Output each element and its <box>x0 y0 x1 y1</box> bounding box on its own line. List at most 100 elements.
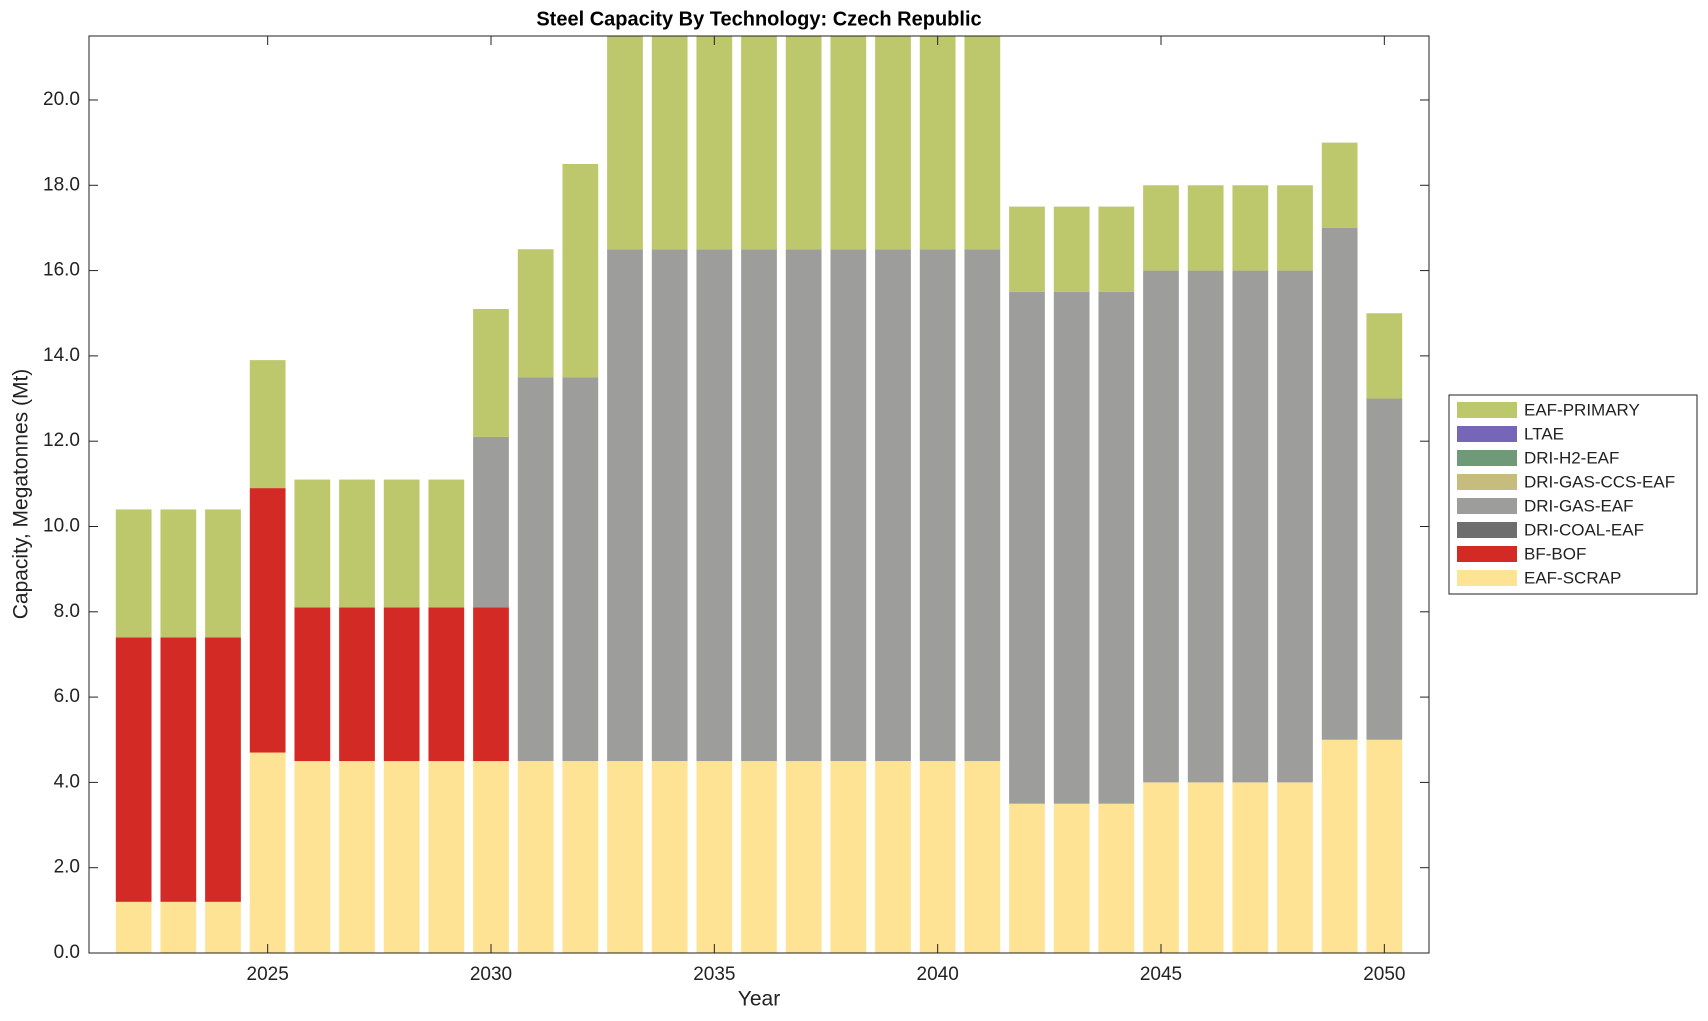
y-tick-label: 16.0 <box>43 260 80 281</box>
bar-segment <box>1321 227 1358 740</box>
bar-segment <box>160 637 197 902</box>
bar-segment <box>696 249 733 762</box>
bar-segment <box>383 761 420 953</box>
y-tick-label: 12.0 <box>43 430 80 451</box>
bar-segment <box>1098 291 1135 804</box>
bar-segment <box>160 509 197 638</box>
legend-swatch <box>1457 498 1517 514</box>
legend-box <box>1448 394 1698 595</box>
bar-segment <box>562 761 599 953</box>
bar-segment <box>1143 185 1179 271</box>
y-tick-label: 14.0 <box>43 345 80 366</box>
bar-segment <box>517 377 554 762</box>
x-tick-label: 2050 <box>1363 964 1405 985</box>
bar-segment <box>294 607 331 762</box>
bar-segment <box>651 36 688 250</box>
bar-segment <box>830 249 867 762</box>
bar-segment <box>115 901 152 953</box>
bar-segment <box>830 761 867 953</box>
bar-segment <box>1277 270 1313 783</box>
chart-title: Steel Capacity By Technology: Czech Repu… <box>536 8 981 30</box>
bar-segment <box>741 36 777 250</box>
bar-segment <box>205 509 241 638</box>
bar-segment <box>1009 206 1045 292</box>
bar-segment <box>473 607 509 762</box>
legend-label: BF-BOF <box>1524 544 1586 563</box>
legend-swatch <box>1457 426 1517 442</box>
bar-segment <box>383 607 420 762</box>
bar-segment <box>205 901 241 953</box>
bar-segment <box>473 308 509 437</box>
bar-segment <box>428 761 465 953</box>
x-tick-label: 2030 <box>470 964 512 985</box>
bar-segment <box>294 761 331 953</box>
x-tick-label: 2045 <box>1140 964 1182 985</box>
bar-segment <box>1187 270 1224 783</box>
bar-segment <box>1143 782 1179 953</box>
y-tick-label: 18.0 <box>43 174 80 195</box>
bar-segment <box>964 249 1001 762</box>
legend-swatch <box>1457 474 1517 490</box>
bar-segment <box>428 607 465 762</box>
bar-segment <box>1366 313 1403 399</box>
bar-segment <box>785 36 822 250</box>
bar-segment <box>517 761 554 953</box>
bar-segment <box>785 761 822 953</box>
bar-segment <box>1187 782 1224 953</box>
bar-segment <box>785 249 822 762</box>
bars <box>115 36 1403 953</box>
legend-swatch <box>1457 402 1517 418</box>
bar-segment <box>339 607 375 762</box>
bar-segment <box>1098 206 1135 292</box>
bar-segment <box>339 761 375 953</box>
bar-segment <box>1053 291 1090 804</box>
bar-segment <box>1143 270 1179 783</box>
bar-segment <box>651 249 688 762</box>
x-axis-label: Year <box>738 988 780 1011</box>
legend-label: DRI-COAL-EAF <box>1524 520 1644 539</box>
bar-segment <box>383 479 420 608</box>
x-tick-label: 2035 <box>693 964 735 985</box>
y-tick-label: 0.0 <box>54 942 80 963</box>
bar-segment <box>1277 782 1313 953</box>
bar-segment <box>1187 185 1224 271</box>
legend-swatch <box>1457 522 1517 538</box>
bar-segment <box>1053 803 1090 953</box>
bar-segment <box>249 752 286 953</box>
legend-label: EAF-SCRAP <box>1524 568 1621 587</box>
bar-segment <box>1053 206 1090 292</box>
bar-segment <box>607 249 643 762</box>
plot-frame <box>88 35 1430 954</box>
bar-segment <box>473 436 509 608</box>
bar-segment <box>562 377 599 762</box>
bar-segment <box>205 637 241 902</box>
legend-label: DRI-H2-EAF <box>1524 448 1619 467</box>
bar-segment <box>875 249 911 762</box>
bar-segment <box>1321 142 1358 228</box>
y-tick-label: 2.0 <box>54 857 80 878</box>
y-tick-label: 20.0 <box>43 89 80 110</box>
y-axis-label: Capacity, Megatonnes (Mt) <box>10 369 33 620</box>
bar-segment <box>875 36 911 250</box>
bar-segment <box>339 479 375 608</box>
x-tick-label: 2040 <box>917 964 959 985</box>
bar-segment <box>607 36 643 250</box>
legend-swatch <box>1457 570 1517 586</box>
bar-segment <box>115 637 152 902</box>
bar-segment <box>1366 739 1403 953</box>
x-tick-label: 2025 <box>247 964 289 985</box>
bar-segment <box>919 36 956 250</box>
legend-label: DRI-GAS-CCS-EAF <box>1524 472 1675 491</box>
bar-segment <box>696 761 733 953</box>
bar-segment <box>1009 803 1045 953</box>
legend-swatch <box>1457 450 1517 466</box>
bar-segment <box>830 36 867 250</box>
bar-segment <box>562 163 599 378</box>
y-tick-label: 6.0 <box>54 686 80 707</box>
bar-segment <box>741 249 777 762</box>
bar-segment <box>517 249 554 378</box>
y-tick-label: 8.0 <box>54 601 80 622</box>
bar-segment <box>607 761 643 953</box>
